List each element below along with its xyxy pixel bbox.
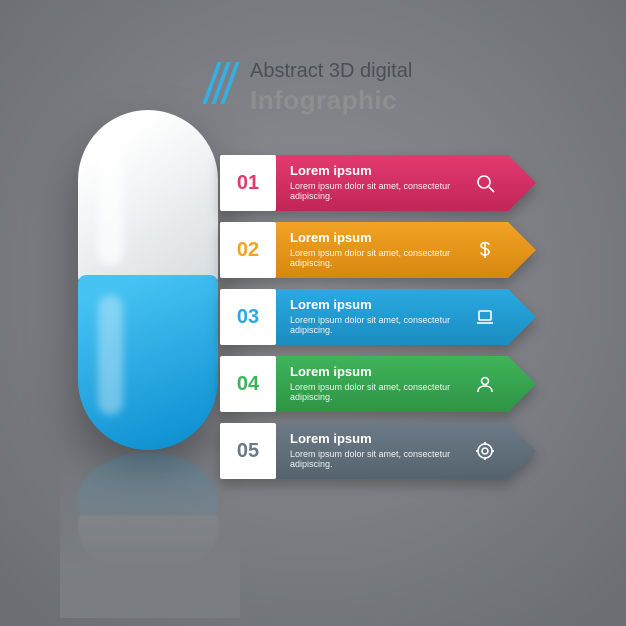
search-icon (470, 155, 500, 211)
title-stripes (210, 62, 240, 104)
arrow-number: 03 (220, 289, 276, 345)
laptop-icon (470, 289, 500, 345)
arrow-body: Lorem ipsum Lorem ipsum dolor sit amet, c… (276, 423, 536, 479)
arrow-title: Lorem ipsum (290, 231, 455, 246)
arrow-text: Lorem ipsum Lorem ipsum dolor sit amet, c… (276, 432, 455, 470)
arrow-body: Lorem ipsum Lorem ipsum dolor sit amet, c… (276, 289, 536, 345)
arrow-text: Lorem ipsum Lorem ipsum dolor sit amet, c… (276, 231, 455, 269)
arrow-desc: Lorem ipsum dolor sit amet, consectetur … (290, 449, 455, 470)
title-line2: Infographic (250, 85, 412, 116)
arrow-body: Lorem ipsum Lorem ipsum dolor sit amet, c… (276, 155, 536, 211)
arrow-title: Lorem ipsum (290, 164, 455, 179)
arrow-body: Lorem ipsum Lorem ipsum dolor sit amet, c… (276, 356, 536, 412)
arrow-desc: Lorem ipsum dolor sit amet, consectetur … (290, 315, 455, 336)
target-icon (470, 423, 500, 479)
arrow-text: Lorem ipsum Lorem ipsum dolor sit amet, c… (276, 298, 455, 336)
title-line1: Abstract 3D digital (250, 60, 412, 83)
arrow-number: 01 (220, 155, 276, 211)
arrow-desc: Lorem ipsum dolor sit amet, consectetur … (290, 248, 455, 269)
arrow-title: Lorem ipsum (290, 365, 455, 380)
arrow-title: Lorem ipsum (290, 298, 455, 313)
arrow-number: 02 (220, 222, 276, 278)
user-icon (470, 356, 500, 412)
arrow-number: 05 (220, 423, 276, 479)
dollar-icon (470, 222, 500, 278)
arrow-desc: Lorem ipsum dolor sit amet, consectetur … (290, 181, 455, 202)
title-block: Abstract 3D digital Infographic (250, 60, 412, 116)
arrow-text: Lorem ipsum Lorem ipsum dolor sit amet, c… (276, 164, 455, 202)
pill-capsule (78, 110, 218, 450)
arrow-number: 04 (220, 356, 276, 412)
arrow-desc: Lorem ipsum dolor sit amet, consectetur … (290, 382, 455, 403)
arrow-body: Lorem ipsum Lorem ipsum dolor sit amet, c… (276, 222, 536, 278)
arrow-title: Lorem ipsum (290, 432, 455, 447)
arrow-text: Lorem ipsum Lorem ipsum dolor sit amet, c… (276, 365, 455, 403)
infographic-stage: Abstract 3D digital Infographic 01Lorem … (0, 0, 626, 626)
reflection-fade (60, 448, 240, 618)
